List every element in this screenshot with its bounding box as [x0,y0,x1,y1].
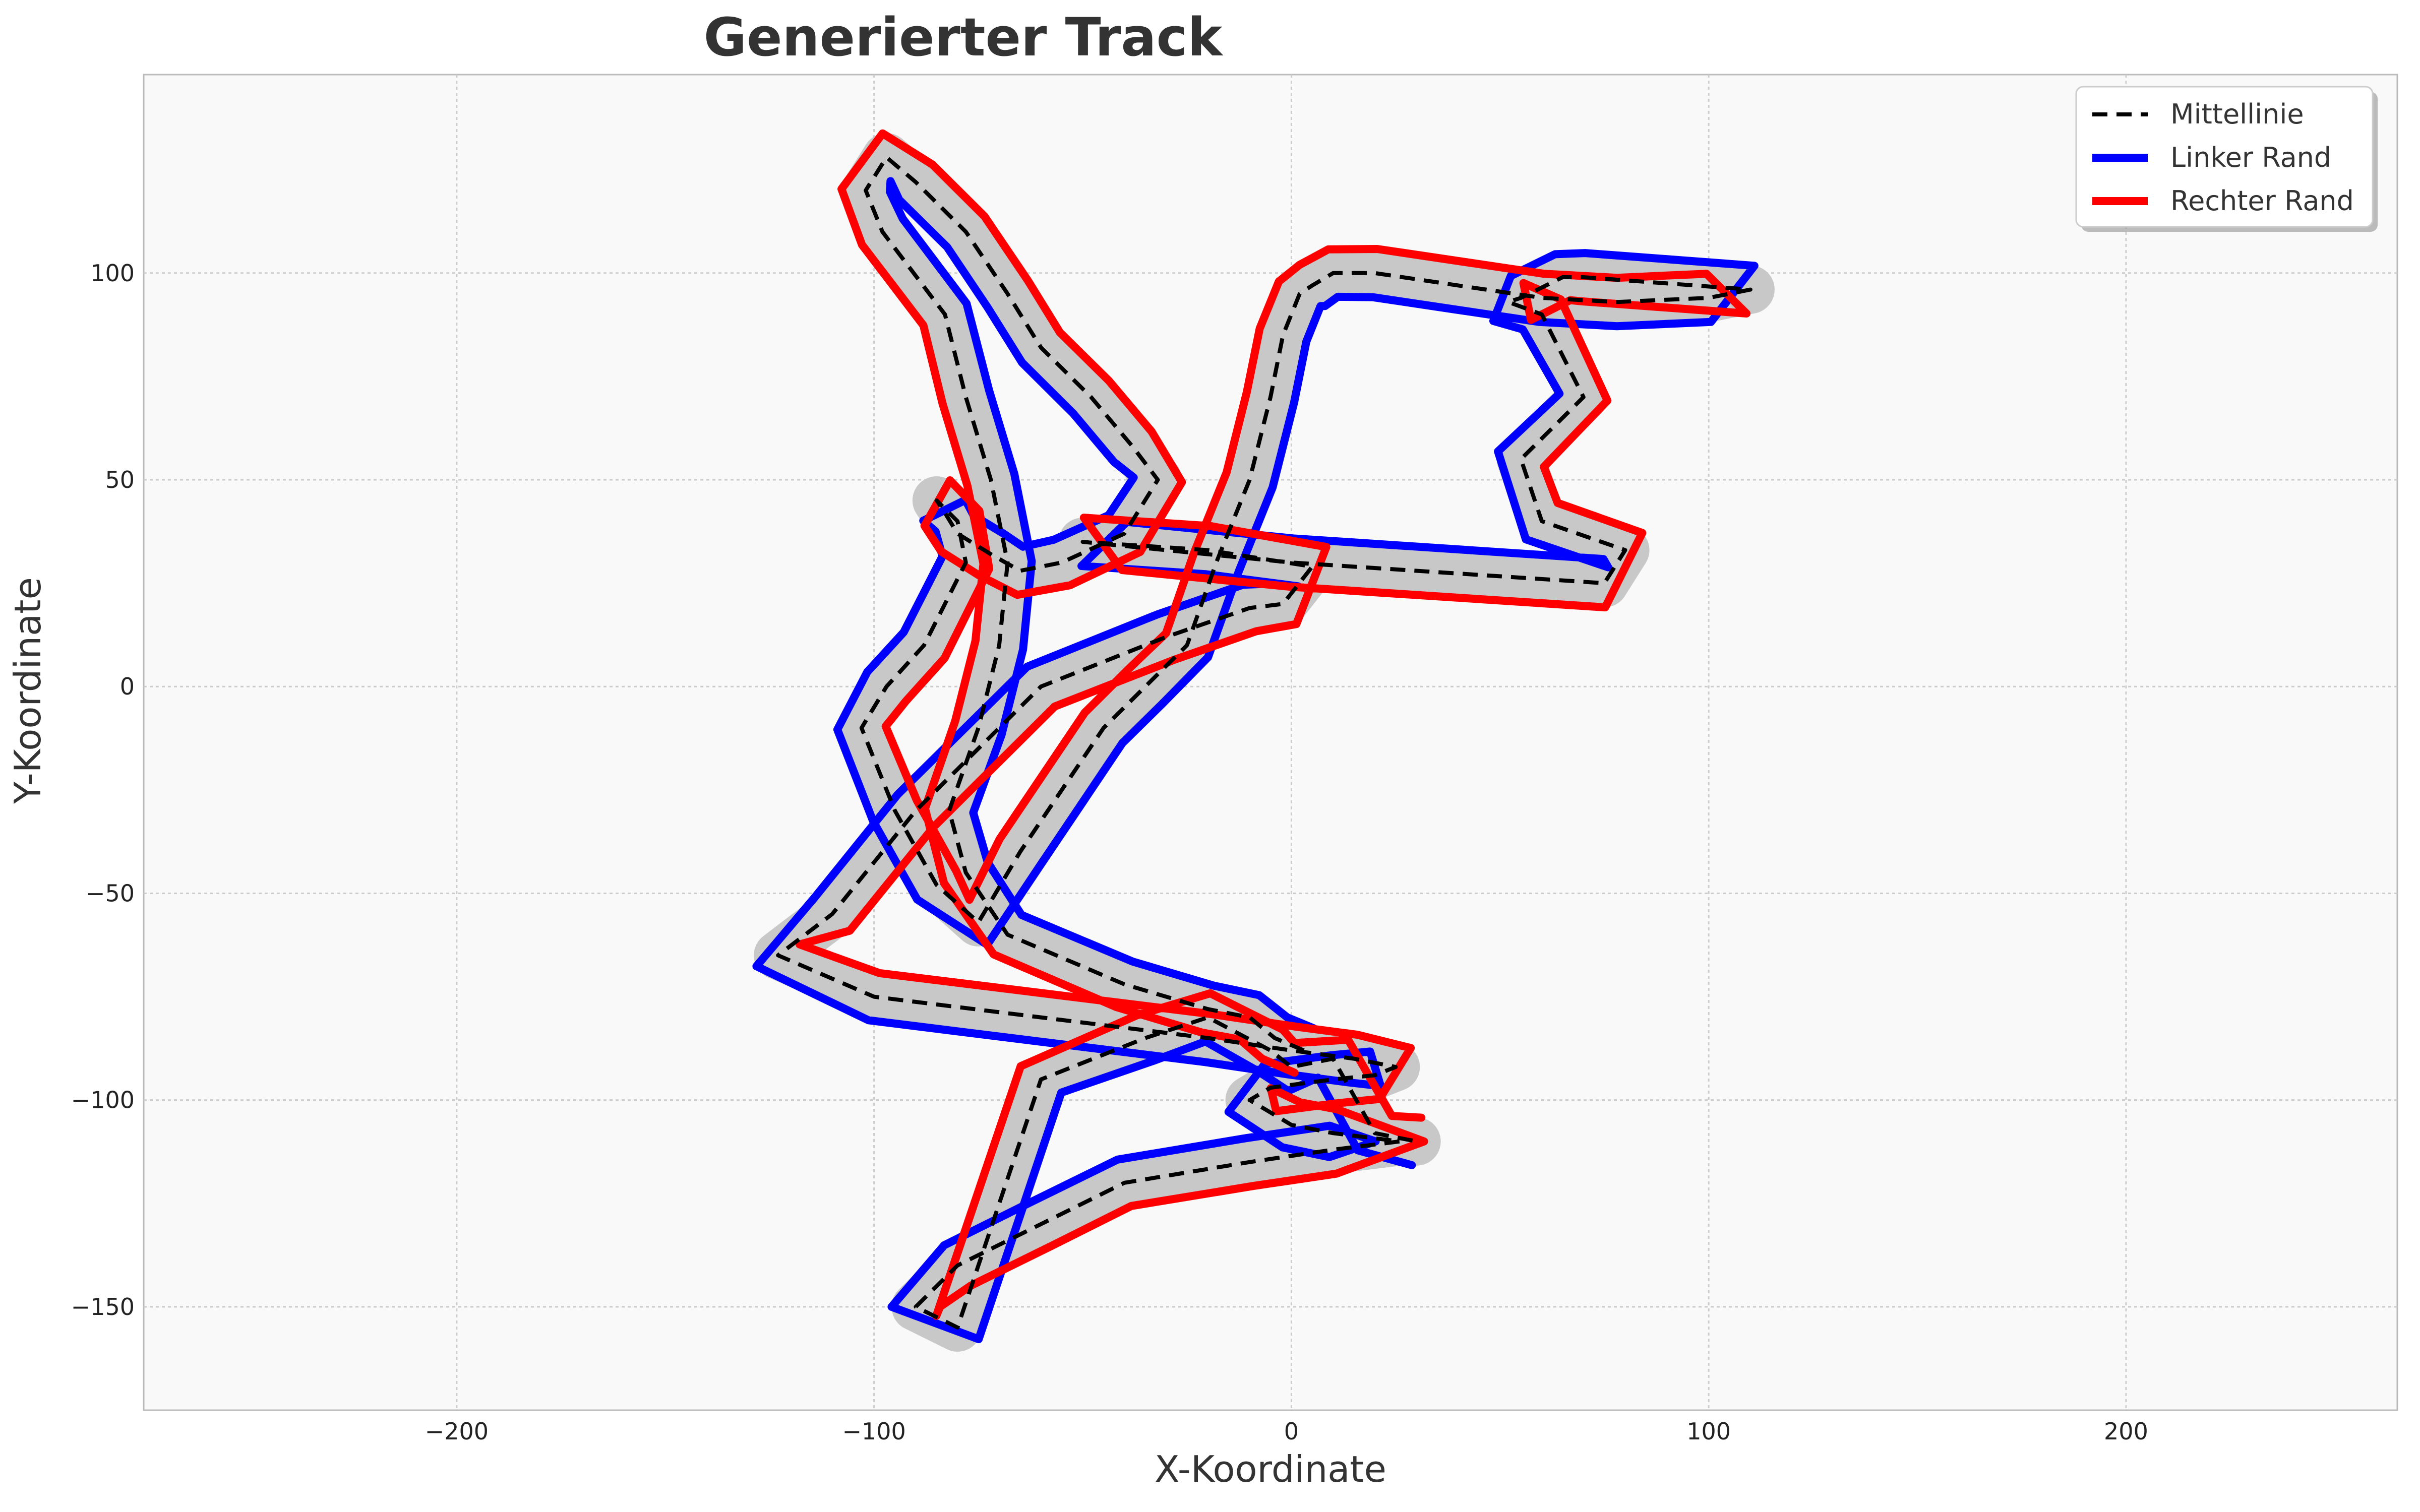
left-edge-line [752,177,1759,1344]
y-tick-label: −50 [86,879,135,907]
legend-box [2075,86,2374,228]
right-edge-series [796,129,1751,1320]
legend-label-left-edge: Linker Rand [2170,142,2331,173]
chart-title: Generierter Track [704,7,1224,68]
legend-label-right-edge: Rechter Rand [2170,185,2354,217]
y-tick-label: −100 [71,1087,135,1114]
plot-area [143,74,2398,1411]
centerline-line [776,155,1752,1330]
right-edge-line [796,129,1751,1320]
grid [144,75,2397,1410]
left-edge-series [752,177,1759,1344]
x-axis-label: X-Koordinate [1155,1448,1386,1490]
x-tick-label: 0 [1284,1418,1299,1445]
legend: Mittellinie Linker Rand Rechter Rand [2075,86,2378,232]
x-axis-ticks: −200 −100 0 100 200 [425,1418,2148,1445]
y-axis-ticks: −150 −100 −50 0 50 100 [71,260,135,1320]
y-tick-label: −150 [71,1293,135,1320]
x-tick-label: −200 [425,1418,489,1445]
x-tick-label: 100 [1686,1418,1731,1445]
y-tick-label: 50 [105,466,135,493]
legend-label-centerline: Mittellinie [2170,98,2304,130]
y-tick-label: 100 [90,260,135,287]
x-tick-label: −100 [842,1418,905,1445]
centerline-series [776,155,1752,1330]
y-tick-label: 0 [120,673,135,700]
x-tick-label: 200 [2104,1418,2148,1445]
y-axis-label: Y-Koordinate [7,577,49,804]
